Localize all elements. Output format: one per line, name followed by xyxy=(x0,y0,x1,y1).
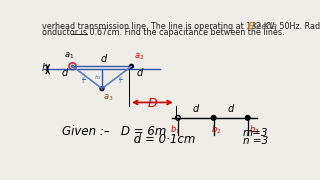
Text: d: d xyxy=(62,68,68,78)
Circle shape xyxy=(245,116,250,120)
Text: d: d xyxy=(136,68,142,78)
Text: $b_1$: $b_1$ xyxy=(170,123,180,136)
Circle shape xyxy=(211,116,216,120)
Text: $a_2$: $a_2$ xyxy=(134,51,144,62)
Text: d: d xyxy=(193,104,199,114)
Text: n =3: n =3 xyxy=(243,136,268,146)
Text: h: h xyxy=(42,63,48,73)
Circle shape xyxy=(100,87,104,91)
Text: $h_1$: $h_1$ xyxy=(93,73,101,82)
Text: $a_1$: $a_1$ xyxy=(64,50,74,61)
Text: Given :–   D = 6m: Given :– D = 6m xyxy=(62,125,166,138)
Text: onductor is 0.67cm. Find the capacitance between the lines.: onductor is 0.67cm. Find the capacitance… xyxy=(42,28,284,37)
Text: $\frac{d}{2}$: $\frac{d}{2}$ xyxy=(81,75,86,86)
Text: m=3: m=3 xyxy=(243,128,268,138)
Text: verhead transmission line. The line is operating at 132 KV, 50Hz. Radius of each: verhead transmission line. The line is o… xyxy=(42,22,320,31)
Circle shape xyxy=(130,64,133,68)
Text: E: E xyxy=(248,22,253,31)
Text: $b_2$: $b_2$ xyxy=(211,123,221,136)
Text: d: d xyxy=(100,54,107,64)
Text: D: D xyxy=(148,97,157,110)
Text: $\frac{d}{2}$: $\frac{d}{2}$ xyxy=(118,75,123,86)
Text: d: d xyxy=(228,104,234,114)
Text: $b_3$: $b_3$ xyxy=(249,123,259,136)
Text: $a_3$: $a_3$ xyxy=(103,93,113,103)
Text: Keeda: Keeda xyxy=(252,22,277,31)
Circle shape xyxy=(72,65,74,67)
Text: d = 0·1cm: d = 0·1cm xyxy=(85,133,195,146)
